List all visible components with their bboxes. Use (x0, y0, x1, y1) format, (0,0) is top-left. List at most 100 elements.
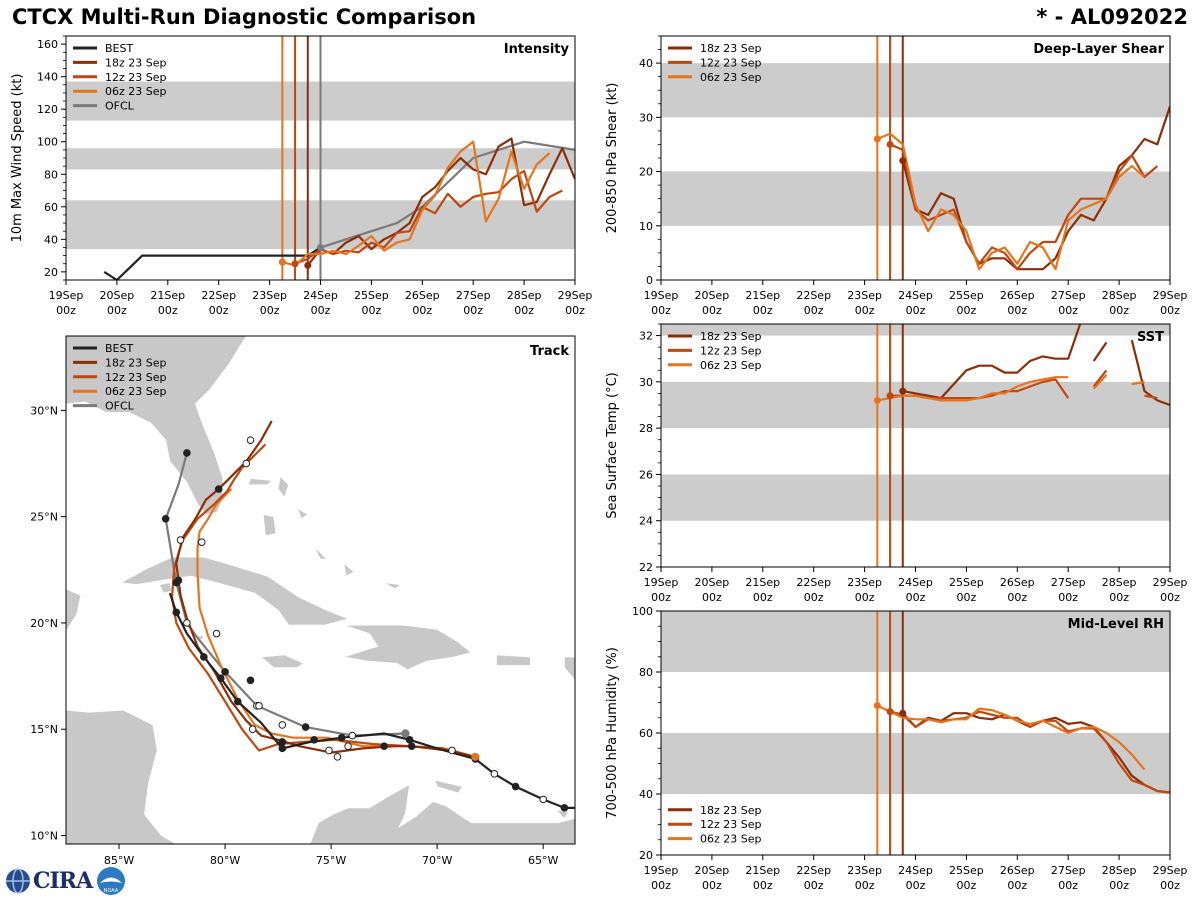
land-bahamas-a (247, 477, 273, 486)
intensity-xtick-hour-2: 00z (158, 304, 178, 317)
storm-id: * - AL092022 (1036, 5, 1188, 29)
shear-xtick-date-5: 24Sep (898, 289, 933, 302)
shear-xtick-hour-4: 00z (855, 304, 875, 317)
intensity-xtick-date-1: 20Sep (100, 289, 135, 302)
shear-xtick-date-7: 26Sep (1000, 289, 1035, 302)
intensity-panel-title: Intensity (504, 42, 570, 57)
rh-xtick-date-1: 20Sep (695, 864, 730, 877)
shear-series-18z-23-sep (901, 106, 1170, 271)
track-panel-title: Track (530, 344, 569, 359)
track-point-ofcl-7 (161, 514, 170, 523)
track-point-ofcl-8 (183, 449, 191, 457)
rh-xtick-date-8: 27Sep (1051, 864, 1086, 877)
track-point-best-1 (539, 795, 547, 804)
cira-globe-icon (6, 868, 30, 894)
intensity-ytick-label-160: 160 (37, 38, 58, 51)
sst-xtick-hour-1: 00z (702, 591, 722, 604)
shear-ytick-label-30: 30 (639, 111, 653, 124)
track-point-18z-23-sep-5 (246, 436, 255, 444)
sst-panel-title: SST (1137, 330, 1164, 345)
rh-band-0 (661, 733, 1170, 794)
rh-xtick-hour-8: 00z (1058, 879, 1078, 892)
track-point-ofcl-4 (221, 668, 229, 676)
shear-ytick-label-10: 10 (639, 220, 653, 233)
land-trinidad-margarita (554, 809, 570, 820)
intensity-start-point-12z-23-sep (291, 260, 299, 268)
sst-series-06z-23-sep-seg-1 (1092, 374, 1108, 390)
sst-xtick-hour-3: 00z (804, 591, 824, 604)
sst-ytick-label-26: 26 (639, 468, 653, 481)
track-xtick-label-0: 85°W (104, 854, 134, 867)
intensity-ytick-label-60: 60 (44, 201, 58, 214)
shear-legend-label-18z-23-sep: 18z 23 Sep (700, 42, 762, 55)
rh-xtick-hour-9: 00z (1109, 879, 1129, 892)
rh-legend-label-18z-23-sep: 18z 23 Sep (700, 804, 762, 817)
shear-xtick-date-9: 28Sep (1102, 289, 1137, 302)
rh-xtick-date-2: 21Sep (745, 864, 780, 877)
land-florida (66, 336, 247, 515)
shear-xtick-date-2: 21Sep (745, 289, 780, 302)
rh-xtick-date-5: 24Sep (898, 864, 933, 877)
land-bahamas-b (277, 475, 290, 499)
track-xtick-label-4: 65°W (528, 854, 558, 867)
rh-xtick-date-4: 23Sep (847, 864, 882, 877)
track-xtick-label-2: 75°W (316, 854, 346, 867)
rh-start-point-06z-23-sep (873, 702, 881, 710)
intensity-xtick-hour-10: 00z (565, 304, 585, 317)
rh-xtick-hour-5: 00z (906, 879, 926, 892)
track-xtick-label-1: 80°W (210, 854, 240, 867)
rh-ytick-label-100: 100 (632, 605, 653, 618)
sst-band-0 (661, 474, 1170, 521)
track-legend-label-best: BEST (105, 342, 133, 355)
intensity-xtick-date-5: 24Sep (303, 289, 338, 302)
track-point-06z-23-sep-2 (344, 742, 352, 751)
land-bahamas-d (313, 546, 328, 560)
track-point-18z-23-sep-3 (174, 576, 183, 585)
sst-legend-label-12z-23-sep: 12z 23 Sep (700, 344, 762, 357)
track-ofcl-start (401, 729, 410, 738)
track-legend-label-06z-23-sep: 06z 23 Sep (105, 385, 167, 398)
rh-ytick-label-40: 40 (639, 788, 653, 801)
panel-shear: 0 10 20 30 40 19Sep 00z 20Sep 00z 21Sep 00z 22Sep 00… (605, 35, 1187, 317)
track-point-06z-23-sep-5 (278, 721, 287, 729)
intensity-series-best (103, 246, 322, 280)
track-point-12z-23-sep-2 (246, 676, 255, 685)
intensity-ytick-label-140: 140 (37, 71, 58, 84)
sst-xtick-date-7: 26Sep (1000, 576, 1035, 589)
sst-xtick-date-4: 23Sep (847, 576, 882, 589)
shear-legend-label-12z-23-sep: 12z 23 Sep (700, 56, 762, 69)
track-legend-label-ofcl: OFCL (105, 400, 135, 413)
panel-rh: 20 40 60 80 100 19Sep 00z 20Sep 00z 21Sep 00z 22Sep… (605, 605, 1187, 892)
land-turks (383, 582, 403, 590)
sst-xtick-date-6: 25Sep (949, 576, 984, 589)
sst-start-point-12z-23-sep (886, 392, 894, 400)
rh-plot-area (661, 611, 1170, 855)
shear-xtick-date-6: 25Sep (949, 289, 984, 302)
intensity-xtick-hour-0: 00z (56, 304, 76, 317)
track-point-12z-23-sep-1 (278, 738, 287, 746)
rh-panel-title: Mid-Level RH (1068, 617, 1164, 632)
panel-track: 85°W 80°W 75°W 70°W 65°W 10°N 15°N 20°N 25°N 30°N… (30, 335, 576, 867)
sst-legend-label-18z-23-sep: 18z 23 Sep (700, 330, 762, 343)
shear-xtick-date-3: 22Sep (796, 289, 831, 302)
intensity-start-point-06z-23-sep (278, 258, 286, 266)
shear-panel-title: Deep-Layer Shear (1033, 42, 1164, 57)
intensity-ytick-label-80: 80 (44, 168, 58, 181)
track-point-12z-23-sep-4 (242, 459, 251, 468)
track-ofcl (164, 452, 406, 737)
track-point-best-10 (172, 608, 181, 617)
track-point-best-8 (233, 697, 242, 706)
land-andros (262, 513, 277, 537)
land-jamaica (260, 654, 305, 668)
rh-series-06z-23-sep (876, 704, 1146, 771)
shear-band-1 (661, 63, 1170, 118)
sst-xtick-hour-5: 00z (906, 591, 926, 604)
sst-xtick-date-10: 29Sep (1153, 576, 1188, 589)
intensity-xtick-hour-9: 00z (514, 304, 534, 317)
sst-xtick-hour-2: 00z (753, 591, 773, 604)
land-puerto-rico (496, 654, 531, 666)
land-central-america (66, 709, 178, 844)
shear-xtick-date-8: 27Sep (1051, 289, 1086, 302)
intensity-xtick-date-4: 23Sep (252, 289, 287, 302)
track-legend-label-18z-23-sep: 18z 23 Sep (105, 356, 167, 369)
